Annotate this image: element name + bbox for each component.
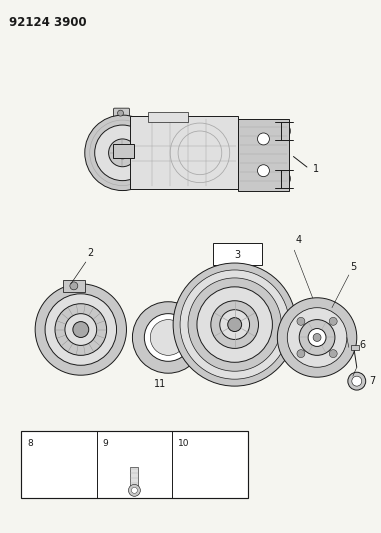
FancyBboxPatch shape [114,108,130,118]
Circle shape [258,165,269,176]
Text: 1: 1 [313,164,319,174]
Text: 5: 5 [350,262,356,272]
Text: 10: 10 [178,439,190,448]
Text: 7: 7 [369,376,375,386]
Text: 92124 3900: 92124 3900 [9,16,87,29]
Circle shape [299,320,335,356]
Circle shape [85,115,160,191]
Text: 6: 6 [360,341,366,350]
Circle shape [109,139,136,167]
Circle shape [70,282,78,290]
Circle shape [308,328,326,346]
Circle shape [188,278,281,371]
Circle shape [228,318,242,332]
Bar [112,144,134,158]
Text: 2: 2 [87,248,93,258]
Circle shape [180,270,289,379]
Circle shape [297,350,305,358]
Circle shape [55,304,107,356]
Circle shape [258,133,269,145]
Bar [130,116,238,189]
Circle shape [131,487,138,494]
Circle shape [211,301,258,349]
Circle shape [348,372,366,390]
Bar [21,431,248,498]
Circle shape [65,313,97,345]
Circle shape [297,317,305,325]
Circle shape [277,298,357,377]
Circle shape [197,287,272,362]
Circle shape [329,350,337,358]
Text: 3: 3 [235,250,241,260]
Circle shape [117,110,123,116]
Circle shape [95,125,150,181]
Circle shape [128,484,140,496]
Circle shape [73,321,89,337]
Ellipse shape [45,463,73,479]
Circle shape [45,294,117,365]
Circle shape [35,284,126,375]
Circle shape [117,147,128,159]
Circle shape [287,308,347,367]
Circle shape [144,313,192,361]
Text: 8: 8 [27,439,33,448]
Bar [351,345,359,350]
Circle shape [220,310,250,340]
Bar [238,119,289,191]
Text: 11: 11 [154,379,166,389]
Ellipse shape [50,466,68,474]
Circle shape [133,302,204,373]
Bar [130,466,138,492]
Text: 9: 9 [102,439,109,448]
Circle shape [173,263,296,386]
Bar [213,243,263,265]
Circle shape [313,334,321,342]
Text: 4: 4 [295,235,301,245]
Circle shape [150,320,186,356]
Bar [63,280,85,292]
Circle shape [329,317,337,325]
Bar [148,112,188,122]
Circle shape [352,376,362,386]
